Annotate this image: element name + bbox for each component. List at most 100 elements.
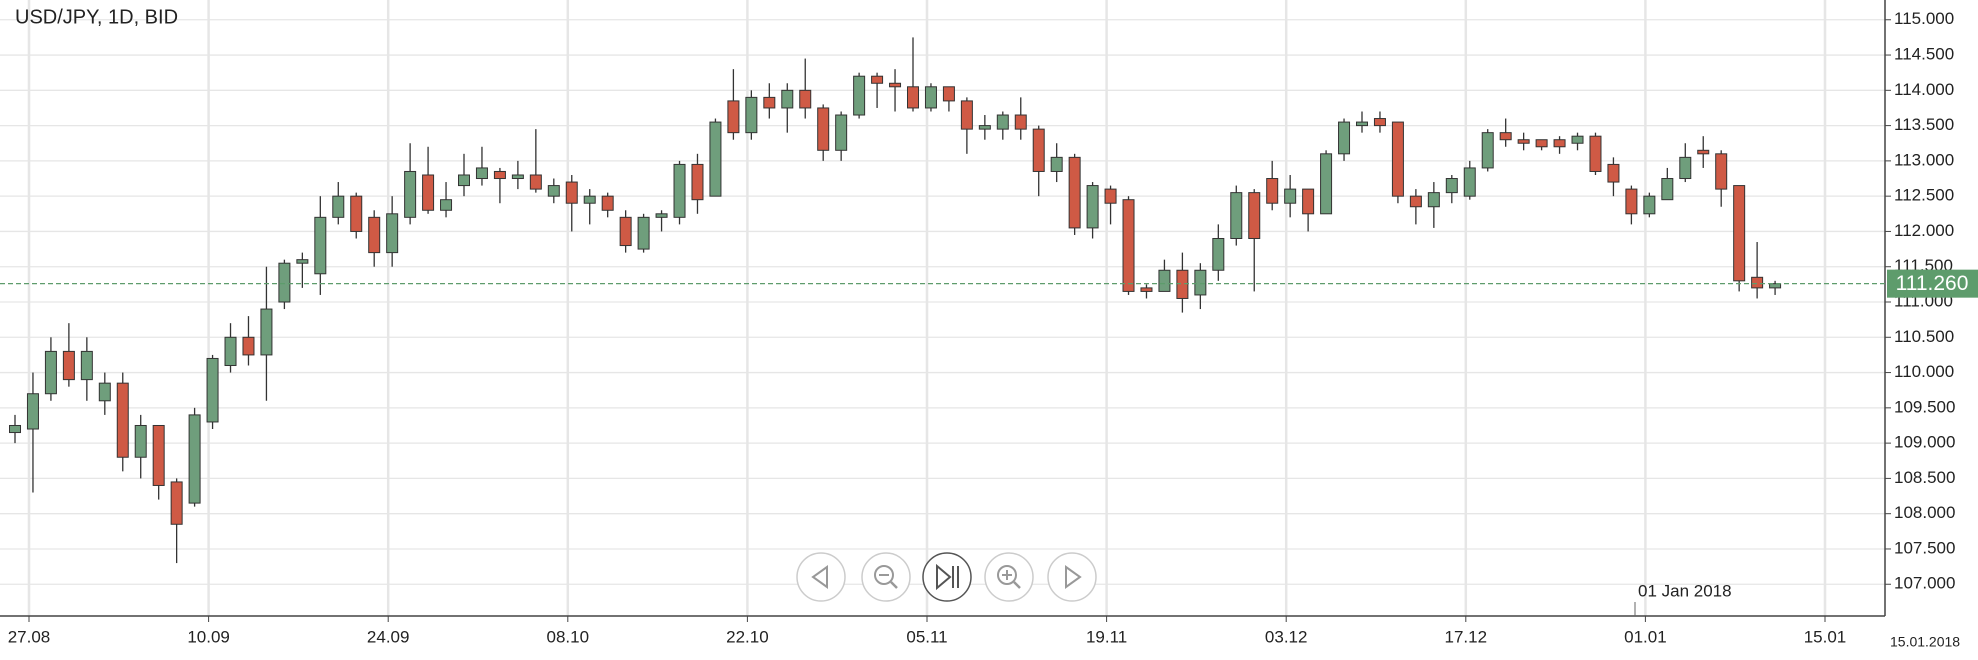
candle-body [511,174,524,180]
candle-body [152,424,165,486]
candle-body [80,350,93,381]
candle-body [1140,287,1153,292]
candle-body [1194,269,1207,296]
x-tick-label: 03.12 [1265,627,1308,646]
candle-body [1266,178,1279,204]
candle-body [1104,188,1117,204]
candle-body [475,167,488,180]
candle-body [458,174,470,187]
candle-body [673,163,686,218]
candle-body [853,75,866,116]
candle-body [44,350,57,395]
candle-body [493,170,506,180]
candle-body [1122,199,1135,292]
candle-body [1356,121,1368,127]
candle-body [835,114,848,151]
candle-body [691,163,704,201]
y-tick-label: 107.500 [1894,538,1955,557]
candle-body [745,96,758,134]
candle-body [206,357,219,423]
candle-body [1212,237,1225,271]
date-annotation: 01 Jan 2018 [1638,581,1732,600]
candle-body [350,195,363,232]
y-tick-label: 113.000 [1894,150,1954,169]
candle-body [1302,188,1315,215]
candle-body [1320,153,1333,215]
candle-body [332,195,345,218]
candle-body [1769,283,1782,289]
y-tick-label: 107.000 [1894,574,1955,593]
candle-body [242,336,255,356]
candle-body [224,336,237,367]
candle-body [655,213,668,218]
x-tick-label: 17.12 [1445,627,1488,646]
candle-body [709,121,722,197]
candle-body [942,86,955,102]
candle-body [1158,269,1171,292]
y-tick-label: 109.500 [1894,397,1955,416]
candle-body [871,75,884,84]
y-tick-label: 109.000 [1894,433,1955,452]
y-tick-label: 114.000 [1894,80,1954,99]
x-tick-label: 05.11 [906,627,947,646]
candle-body [583,195,596,204]
candle-body [1050,156,1063,172]
grid [0,0,1891,622]
candle-body [547,185,560,197]
candle-body [26,393,39,430]
candle-body [1571,135,1584,144]
candle-body [386,213,399,254]
candle-body [278,262,291,303]
candle-body [781,89,794,109]
candle-body [763,96,776,109]
candle-body [1014,114,1027,130]
candle-body [1481,132,1494,169]
candle-body [1230,192,1243,239]
candle-body [601,195,614,211]
candle-body [98,382,111,402]
candle-body [170,481,183,525]
y-tick-label: 110.500 [1894,327,1954,346]
scroll-left-button[interactable] [796,552,846,602]
y-tick-label: 112.500 [1894,186,1954,205]
candle-body [529,174,542,190]
candle-body [907,86,919,109]
candle-body [260,308,273,356]
candle-body [1661,178,1674,201]
candle-body [1391,121,1404,197]
nav-buttons [796,552,1097,602]
candle-body [1751,276,1764,289]
x-tick-label: 01.01 [1624,627,1667,646]
last-price-label: 111.260 [1896,272,1969,295]
y-tick-label: 108.500 [1894,468,1955,487]
candle-body [1284,188,1297,204]
candle-body [1499,132,1512,141]
zoom-in-button[interactable] [984,552,1034,602]
candle-body [1607,163,1620,183]
scroll-right-button[interactable] [1047,552,1097,602]
y-tick-label: 108.000 [1894,503,1955,522]
candle-body [422,174,435,211]
candle-body [1517,139,1530,144]
candle-body [1589,135,1602,172]
candle-body [978,125,991,130]
reset-button[interactable] [922,552,972,602]
candle-body [134,424,147,458]
x-tick-label: 24.09 [367,627,410,646]
x-tick-label: 27.08 [8,627,51,646]
axes [0,0,1886,617]
x-tick-label: 10.09 [187,627,230,646]
candles [9,37,1782,564]
candle-body [1553,139,1566,148]
candle-body [1176,269,1189,299]
candle-body [1248,192,1261,239]
candle-body [440,199,453,211]
candle-body [799,89,812,109]
candle-body [1409,195,1422,208]
candle-body [9,424,21,434]
zoom-out-button[interactable] [861,552,911,602]
y-tick-label: 113.500 [1894,115,1954,134]
last-price-box [1887,269,1978,298]
candle-body [1445,178,1458,194]
